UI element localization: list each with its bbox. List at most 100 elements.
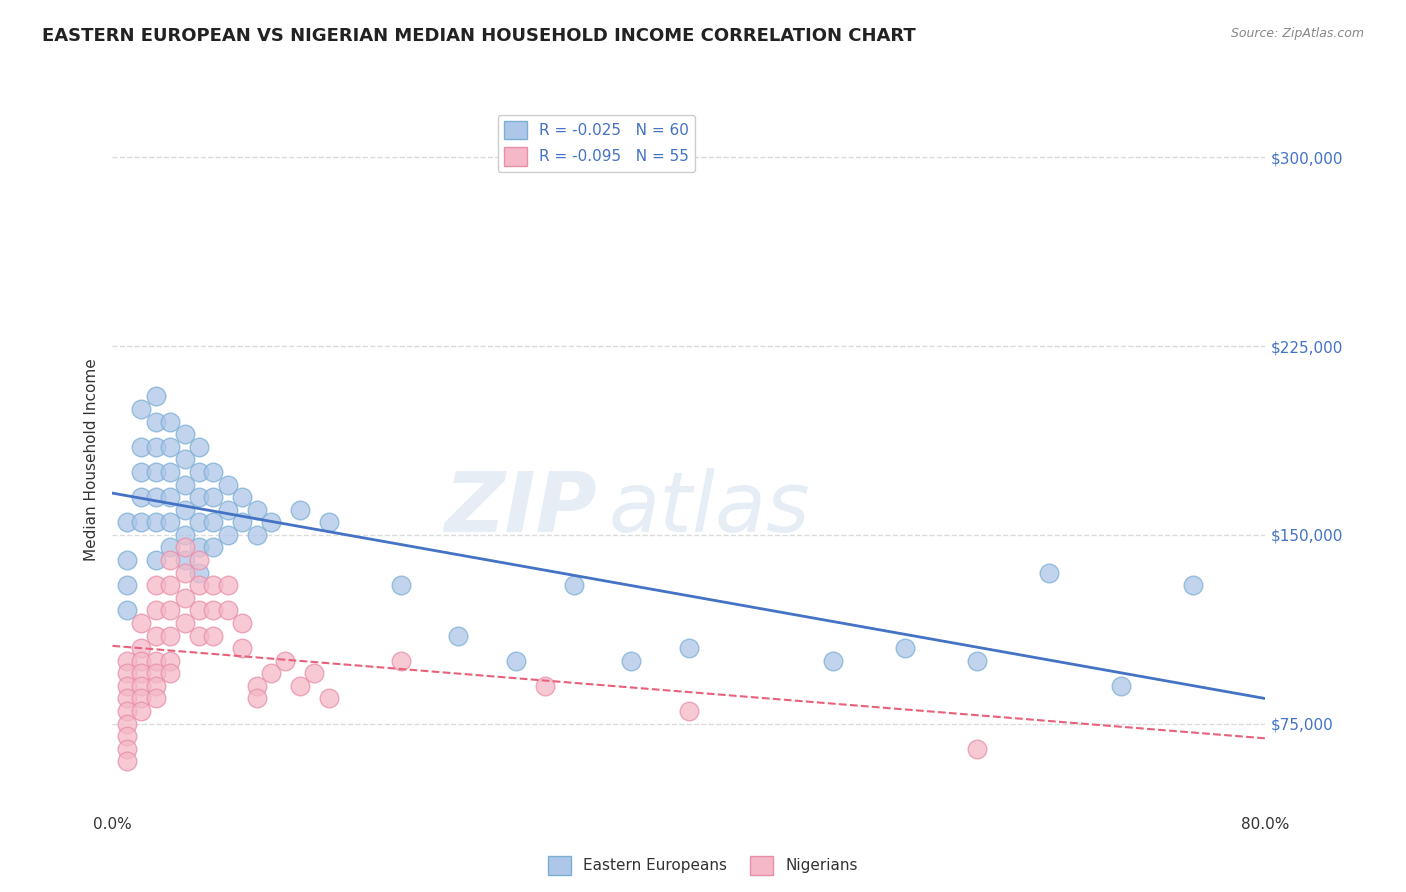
- Point: [202, 603, 225, 617]
- Point: [231, 641, 253, 656]
- Point: [202, 541, 225, 555]
- Point: [129, 615, 153, 630]
- Point: [202, 465, 225, 479]
- Point: [159, 603, 181, 617]
- Point: [188, 440, 211, 454]
- Point: [246, 502, 269, 516]
- Point: [129, 666, 153, 681]
- Point: [145, 654, 167, 668]
- Text: ZIP: ZIP: [444, 468, 596, 549]
- Point: [534, 679, 557, 693]
- Point: [173, 452, 195, 467]
- Point: [129, 465, 153, 479]
- Point: [159, 465, 181, 479]
- Point: [159, 629, 181, 643]
- Point: [129, 679, 153, 693]
- Point: [145, 629, 167, 643]
- Point: [145, 666, 167, 681]
- Point: [188, 465, 211, 479]
- Point: [246, 528, 269, 542]
- Point: [188, 603, 211, 617]
- Point: [217, 502, 239, 516]
- Point: [173, 591, 195, 605]
- Point: [202, 578, 225, 592]
- Point: [115, 716, 138, 731]
- Point: [159, 516, 181, 530]
- Point: [159, 578, 181, 592]
- Point: [145, 440, 167, 454]
- Point: [115, 603, 138, 617]
- Point: [1038, 566, 1060, 580]
- Point: [188, 541, 211, 555]
- Point: [129, 490, 153, 504]
- Point: [246, 679, 269, 693]
- Point: [115, 666, 138, 681]
- Point: [678, 641, 700, 656]
- Point: [173, 502, 195, 516]
- Point: [1111, 679, 1133, 693]
- Point: [966, 654, 988, 668]
- Point: [202, 490, 225, 504]
- Point: [318, 516, 340, 530]
- Point: [173, 477, 195, 491]
- Point: [145, 516, 167, 530]
- Point: [115, 691, 138, 706]
- Point: [173, 541, 195, 555]
- Point: [620, 654, 643, 668]
- Point: [129, 641, 153, 656]
- Point: [145, 679, 167, 693]
- Point: [288, 679, 311, 693]
- Point: [115, 755, 138, 769]
- Point: [188, 553, 211, 567]
- Point: [145, 603, 167, 617]
- Point: [260, 666, 283, 681]
- Point: [145, 465, 167, 479]
- Point: [188, 629, 211, 643]
- Point: [159, 654, 181, 668]
- Point: [274, 654, 297, 668]
- Legend: Eastern Europeans, Nigerians: Eastern Europeans, Nigerians: [543, 850, 863, 880]
- Point: [217, 477, 239, 491]
- Point: [1182, 578, 1205, 592]
- Text: EASTERN EUROPEAN VS NIGERIAN MEDIAN HOUSEHOLD INCOME CORRELATION CHART: EASTERN EUROPEAN VS NIGERIAN MEDIAN HOUS…: [42, 27, 915, 45]
- Point: [129, 691, 153, 706]
- Point: [894, 641, 917, 656]
- Point: [173, 615, 195, 630]
- Point: [115, 741, 138, 756]
- Point: [246, 691, 269, 706]
- Point: [173, 528, 195, 542]
- Point: [173, 553, 195, 567]
- Point: [159, 541, 181, 555]
- Point: [129, 654, 153, 668]
- Point: [389, 578, 412, 592]
- Point: [678, 704, 700, 718]
- Point: [159, 440, 181, 454]
- Point: [231, 516, 253, 530]
- Point: [821, 654, 844, 668]
- Point: [505, 654, 527, 668]
- Point: [115, 704, 138, 718]
- Point: [159, 553, 181, 567]
- Point: [188, 490, 211, 504]
- Point: [159, 415, 181, 429]
- Point: [188, 516, 211, 530]
- Point: [115, 578, 138, 592]
- Point: [145, 389, 167, 403]
- Point: [129, 402, 153, 417]
- Point: [129, 704, 153, 718]
- Point: [115, 729, 138, 743]
- Point: [188, 578, 211, 592]
- Point: [159, 666, 181, 681]
- Point: [288, 502, 311, 516]
- Point: [447, 629, 470, 643]
- Point: [562, 578, 585, 592]
- Point: [173, 566, 195, 580]
- Point: [145, 415, 167, 429]
- Y-axis label: Median Household Income: Median Household Income: [83, 358, 98, 561]
- Point: [115, 654, 138, 668]
- Text: Source: ZipAtlas.com: Source: ZipAtlas.com: [1230, 27, 1364, 40]
- Point: [217, 578, 239, 592]
- Point: [115, 679, 138, 693]
- Point: [304, 666, 326, 681]
- Point: [115, 553, 138, 567]
